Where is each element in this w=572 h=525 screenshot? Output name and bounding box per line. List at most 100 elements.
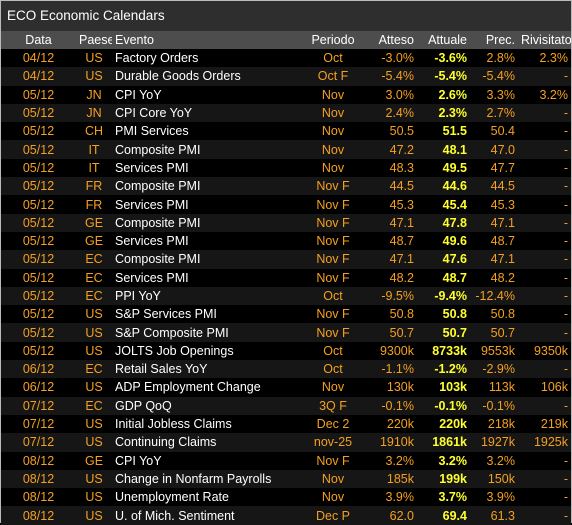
country-cell: US <box>76 67 112 86</box>
revised-cell: 2.3% <box>539 51 569 66</box>
date-cell: 05/12 <box>22 197 55 212</box>
actual-cell: 1861k <box>417 433 470 452</box>
period-cell: Oct F <box>302 67 364 86</box>
table-row: 05/12 CH PMI Services Nov 50.5 51.5 50.4 - <box>1 122 571 140</box>
table-row: 05/12 EC Services PMI Nov F 48.2 48.7 48.2 - <box>1 269 571 287</box>
date-cell: 04/12 <box>1 67 76 86</box>
previous-cell: 48.2 <box>490 270 515 285</box>
country-cell: US <box>76 323 112 342</box>
expected-cell: 50.7 <box>364 323 417 342</box>
previous-cell: 3.2% <box>486 453 516 468</box>
date-cell: 05/12 <box>22 234 55 249</box>
expected-cell: -9.5% <box>364 286 417 306</box>
date-cell: 05/12 <box>1 140 76 159</box>
period-cell: nov-25 <box>302 433 364 452</box>
date-cell: 06/12 <box>1 360 76 379</box>
table-row: 05/12 US S&P Composite PMI Nov F 50.7 50.7 50.… <box>1 323 571 342</box>
previous-cell: 3.9% <box>486 490 516 505</box>
previous-cell: -12.4% <box>470 286 518 306</box>
event-cell: CPI Core YoY <box>112 103 302 123</box>
table-row: 05/12 EC PPI YoY Oct -9.5% -9.4% -12.4% - <box>1 286 571 306</box>
column-header: Data <box>1 31 76 49</box>
actual-cell: 45.4 <box>442 197 467 212</box>
event-cell: Factory Orders <box>115 51 199 66</box>
actual-cell: 220k <box>439 417 467 432</box>
event-cell: ADP Employment Change <box>115 380 261 395</box>
revised-cell: - <box>563 234 568 249</box>
country-cell: US <box>76 433 112 452</box>
revised-cell: 1925k <box>518 433 571 452</box>
revised-cell: 219k <box>540 417 568 432</box>
revised-cell: - <box>563 160 568 175</box>
revised-cell: - <box>518 177 571 196</box>
country-cell: US <box>76 506 112 525</box>
expected-cell: 48.2 <box>389 270 414 285</box>
period-cell: Oct <box>302 286 364 306</box>
panel-title: ECO Economic Calendars <box>1 1 571 31</box>
previous-cell: -0.1% <box>470 396 518 415</box>
date-cell: 08/12 <box>1 469 76 489</box>
previous-cell: 47.0 <box>470 140 518 159</box>
expected-cell: 44.5 <box>364 177 417 196</box>
event-cell: Composite PMI <box>112 213 302 232</box>
actual-cell: 48.1 <box>417 140 470 159</box>
date-cell: 08/12 <box>1 506 76 525</box>
table-row: 05/12 JN CPI YoY Nov 3.0% 2.6% 3.3% 3.2% <box>1 86 571 104</box>
date-cell: 05/12 <box>1 103 76 123</box>
revised-cell: - <box>518 396 571 415</box>
actual-cell: 49.5 <box>442 160 467 175</box>
revised-cell: - <box>518 506 571 525</box>
period-cell: Dec 2 <box>316 417 350 432</box>
actual-cell: 2.3% <box>417 103 470 123</box>
previous-cell: 150k <box>470 469 518 489</box>
country-cell: US <box>85 380 103 395</box>
event-cell: S&P Composite PMI <box>112 323 302 342</box>
country-cell: US <box>85 307 103 322</box>
country-cell: US <box>85 343 103 358</box>
revised-cell: - <box>563 270 568 285</box>
revised-cell: - <box>518 250 571 269</box>
period-cell: Nov <box>321 124 345 139</box>
table-row: 06/12 EC Retail Sales YoY Oct -1.1% -1.2% -2.9… <box>1 360 571 379</box>
previous-cell: 113k <box>488 380 515 395</box>
date-cell: 05/12 <box>1 323 76 342</box>
expected-cell: 3.2% <box>385 453 415 468</box>
table-row: 06/12 US ADP Employment Change Nov 130k 103k 1… <box>1 378 571 396</box>
country-cell: EC <box>76 286 112 306</box>
date-cell: 05/12 <box>1 213 76 232</box>
column-header: Atteso <box>364 31 417 49</box>
column-header: Rivisitato <box>518 31 571 49</box>
expected-cell: 47.2 <box>364 140 417 159</box>
period-cell: Nov F <box>302 213 364 232</box>
table-body: 04/12 US Factory Orders Oct -3.0% -3.6% 2.8% 2.… <box>1 49 571 525</box>
expected-cell: -3.0% <box>381 51 414 66</box>
date-cell: 05/12 <box>22 87 55 102</box>
period-cell: Oct <box>323 343 343 358</box>
country-cell: GE <box>84 234 104 249</box>
country-cell: US <box>85 490 103 505</box>
revised-cell: - <box>518 286 571 306</box>
expected-cell: 47.1 <box>364 213 417 232</box>
previous-cell: 3.3% <box>486 87 516 102</box>
table-row: 05/12 JN CPI Core YoY Nov 2.4% 2.3% 2.7% - <box>1 103 571 123</box>
actual-cell: 47.6 <box>417 250 470 269</box>
actual-cell: 50.7 <box>417 323 470 342</box>
actual-cell: 48.7 <box>442 270 467 285</box>
previous-cell: 1927k <box>470 433 518 452</box>
expected-cell: 48.3 <box>389 160 414 175</box>
table-row: 04/12 US Durable Goods Orders Oct F -5.4% -5.… <box>1 67 571 86</box>
revised-cell: - <box>563 124 568 139</box>
table-row: 05/12 IT Composite PMI Nov 47.2 48.1 47.0- <box>1 140 571 159</box>
event-cell: Initial Jobless Claims <box>115 417 232 432</box>
actual-cell: 44.6 <box>417 177 470 196</box>
actual-cell: 49.6 <box>442 234 467 249</box>
country-cell: IT <box>76 140 112 159</box>
country-cell: US <box>85 51 103 66</box>
column-header: Prec. <box>470 31 518 49</box>
table-row: 04/12 US Factory Orders Oct -3.0% -3.6% 2.8% 2.… <box>1 49 571 67</box>
actual-cell: 51.5 <box>442 124 467 139</box>
event-cell: S&P Services PMI <box>115 307 217 322</box>
column-header: Evento <box>112 31 302 49</box>
previous-cell: 47.1 <box>470 213 518 232</box>
